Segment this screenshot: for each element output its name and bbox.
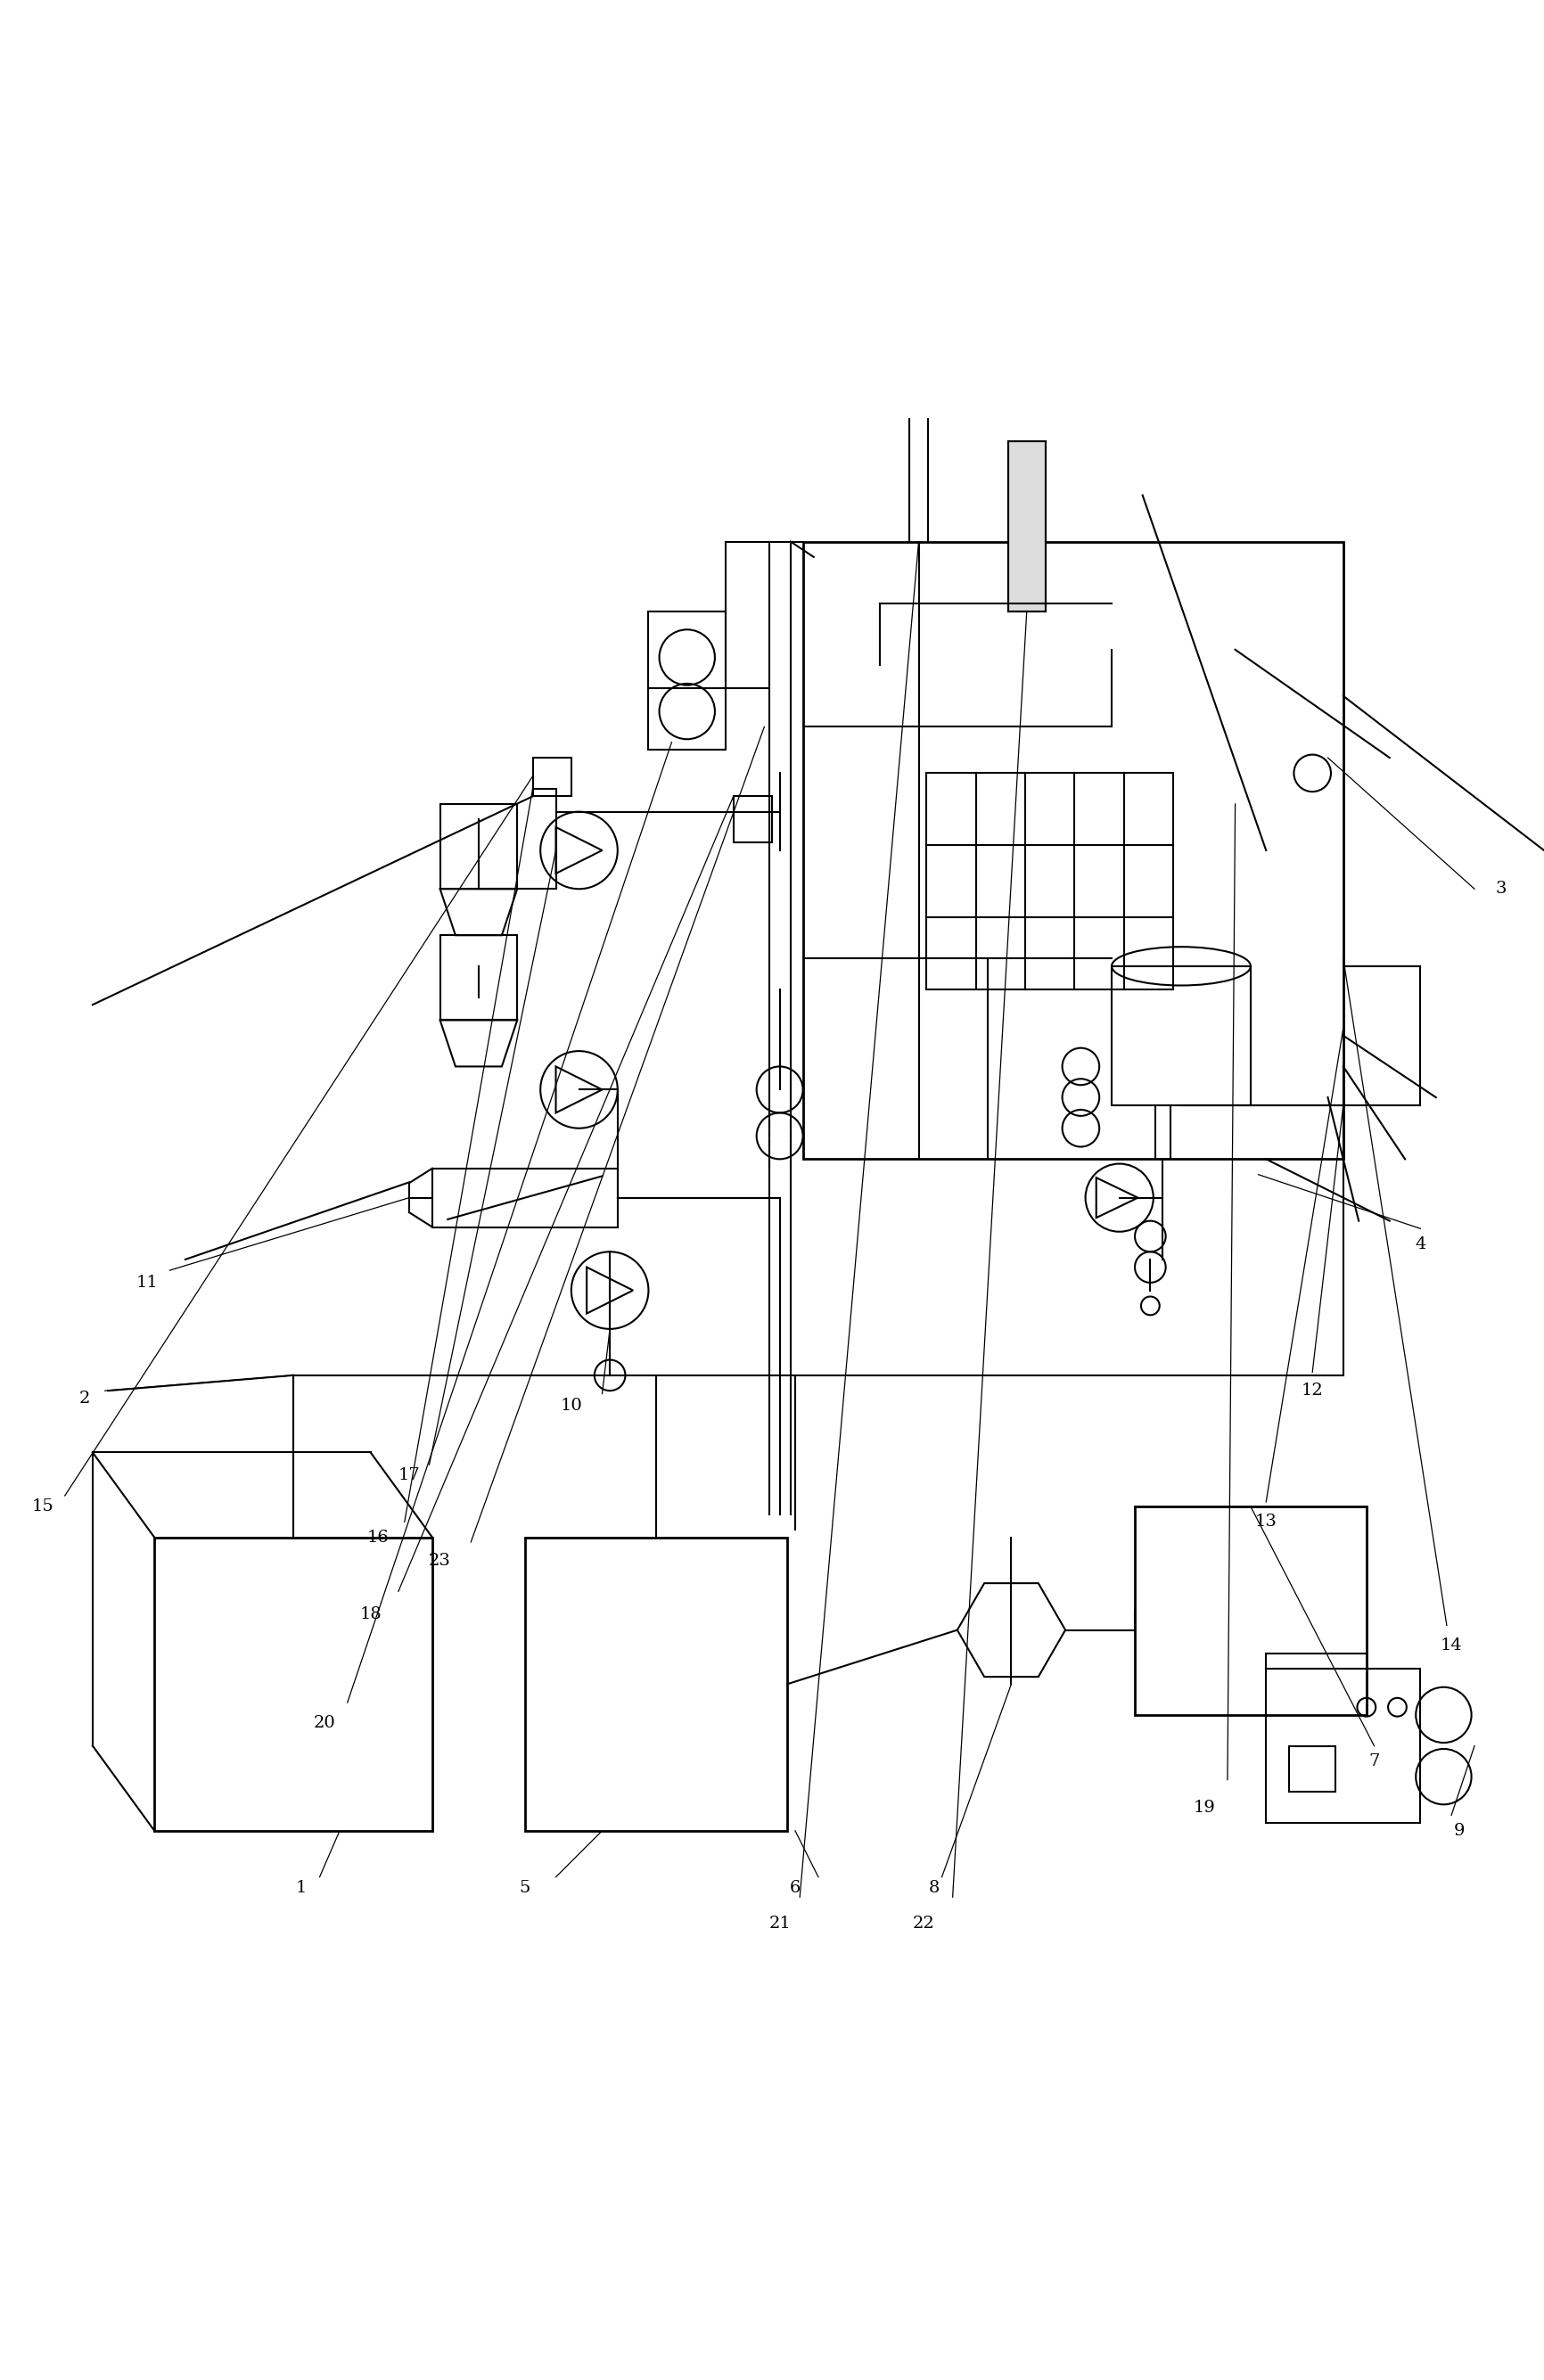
Text: 12: 12 [1302,1383,1323,1399]
Bar [1289,1747,1336,1792]
Text: 6: 6 [789,1880,801,1897]
Text: 15: 15 [32,1499,54,1514]
Text: 11: 11 [136,1276,157,1290]
Text: 18: 18 [360,1607,381,1623]
Text: 2: 2 [79,1390,91,1407]
Text: 14: 14 [1441,1637,1462,1654]
Bar [525,1537,787,1830]
Bar [648,612,726,750]
Text: 20: 20 [313,1714,335,1730]
Text: 10: 10 [560,1397,582,1414]
Bar [926,774,1173,990]
Text: 21: 21 [769,1916,791,1930]
Text: 5: 5 [519,1880,531,1897]
Bar [440,935,517,1021]
Text: 16: 16 [367,1530,389,1545]
Text: 9: 9 [1453,1823,1465,1840]
Text: 1: 1 [295,1880,307,1897]
Text: 4: 4 [1414,1235,1427,1252]
Bar [1266,1668,1420,1823]
Bar [432,1169,618,1228]
Text: 19: 19 [1194,1799,1215,1816]
Bar [1008,440,1045,612]
Bar [440,804,517,890]
Text: 3: 3 [1495,881,1507,897]
Text: 13: 13 [1255,1514,1277,1530]
Text: 23: 23 [429,1552,451,1568]
Text: 17: 17 [398,1468,420,1483]
Bar [803,543,1343,1159]
Bar [154,1537,432,1830]
Text: 7: 7 [1368,1754,1380,1768]
Bar [1135,1507,1366,1716]
Bar [733,797,772,843]
Text: 8: 8 [928,1880,940,1897]
Bar [533,757,571,797]
Bar [1112,966,1251,1104]
Text: 22: 22 [913,1916,934,1930]
